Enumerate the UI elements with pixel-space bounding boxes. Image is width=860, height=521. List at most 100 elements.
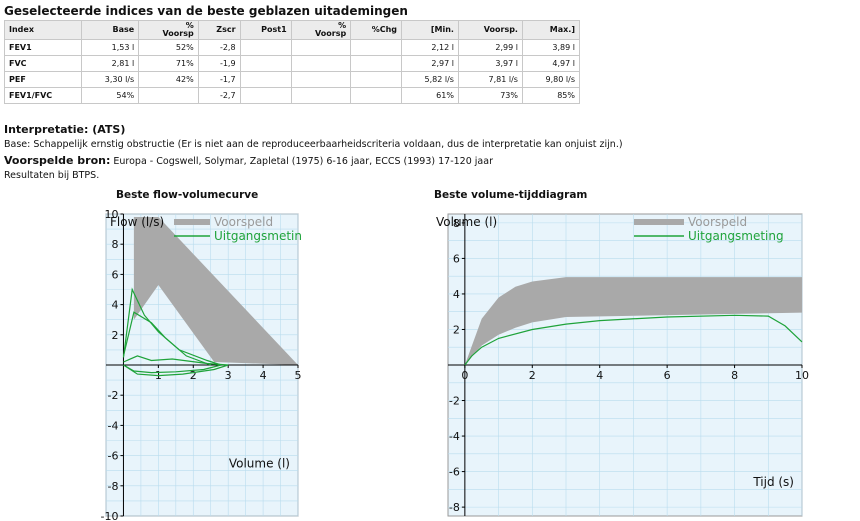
y-tick-label: 10 (104, 208, 118, 221)
table-row-index: FEV1/FVC (3, 87, 83, 104)
y-tick-label: 8 (453, 217, 460, 230)
y-tick-label: -6 (449, 466, 460, 479)
table-cell: -2,7 (197, 87, 241, 104)
table-cell: 42% (138, 71, 199, 88)
x-tick-label: 3 (225, 369, 232, 382)
table-header-cell: Voorsp. (457, 20, 523, 40)
y-tick-label: -8 (107, 480, 118, 493)
table-body: FEV1 1,53 l 52% -2,8 2,12 l 2,99 l 3,89 l FVC 2,… (3, 39, 581, 104)
table-cell: 1,53 l (81, 39, 140, 56)
table-header-cell: Post1 (239, 20, 292, 40)
table-cell: 5,82 l/s (401, 71, 459, 88)
table-cell (239, 87, 292, 104)
table-row: FEV1/FVC 54% -2,7 61% 73% 85% (3, 87, 581, 104)
y-tick-label: 4 (453, 288, 460, 301)
table-cell: 2,81 l (81, 55, 140, 72)
table-cell: 3,97 l (457, 55, 523, 72)
reference-text: Europa - Cogswell, Solymar, Zapletal (19… (113, 156, 493, 167)
predicted-band (464, 277, 802, 365)
table-cell (290, 71, 352, 88)
table-cell: 3,89 l (521, 39, 581, 56)
table-row-index: PEF (3, 71, 83, 88)
table-cell (290, 55, 352, 72)
reference-line: Voorspelde bron: Europa - Cogswell, Soly… (4, 154, 493, 167)
table-cell: 2,97 l (401, 55, 459, 72)
table-cell (239, 71, 292, 88)
table-header-cell: % Voorsp (138, 20, 199, 40)
y-tick-label: -4 (449, 430, 460, 443)
x-tick-label: 2 (190, 369, 197, 382)
interpretation-heading-text: Interpretatie: (ATS) (4, 123, 126, 136)
y-tick-label: -10 (100, 510, 118, 520)
table-cell (350, 71, 402, 88)
x-axis-label: Volume (l) (229, 457, 290, 471)
legend-measured-label: Uitgangsmeting (688, 229, 784, 243)
x-tick-label: 6 (664, 369, 671, 382)
table-cell (239, 55, 292, 72)
y-tick-label: -8 (449, 501, 460, 514)
x-tick-label: 4 (596, 369, 603, 382)
table-row-index: FVC (3, 55, 83, 72)
y-tick-label: 2 (111, 329, 118, 342)
table-cell (290, 87, 352, 104)
table-cell (239, 39, 292, 56)
x-tick-label: 10 (795, 369, 809, 382)
measured-curve (464, 314, 803, 366)
y-tick-label: -2 (107, 389, 118, 402)
interpretation-text: Base: Schappelijk ernstig obstructie (Er… (4, 139, 623, 150)
x-tick-label: 4 (260, 369, 267, 382)
table-cell (350, 39, 402, 56)
table-cell: -2,8 (197, 39, 241, 56)
y-tick-label: 6 (453, 252, 460, 265)
legend-predicted-label: Voorspeld (688, 215, 747, 229)
x-axis-label: Tijd (s) (752, 475, 794, 489)
y-tick-label: 2 (453, 323, 460, 336)
table-header-row: Index Base% Voorsp Zscr Post1% Voorsp %Chg [M… (3, 20, 581, 40)
interpretation-heading: Interpretatie: (ATS) (4, 123, 125, 136)
y-axis-label: Flow (l/s) (110, 215, 164, 229)
predicted-band (133, 217, 298, 365)
table-header-cell: Max.] (521, 20, 581, 40)
btps-note: Resultaten bij BTPS. (4, 170, 100, 181)
table-cell: 73% (457, 87, 523, 104)
table-cell: 71% (138, 55, 199, 72)
table-row: FEV1 1,53 l 52% -2,8 2,12 l 2,99 l 3,89 l (3, 39, 581, 56)
volume-time-title: Beste volume-tijddiagram (434, 189, 588, 201)
table-header-cell: [Min. (401, 20, 459, 40)
table-row-index: FEV1 (3, 39, 83, 56)
table-cell: 2,12 l (401, 39, 459, 56)
table-cell: 85% (521, 87, 581, 104)
table-header-cell: %Chg (350, 20, 402, 40)
y-tick-label: 4 (111, 299, 118, 312)
legend-predicted-label: Voorspeld (214, 215, 273, 229)
measured-curve (123, 355, 229, 366)
legend-measured-label: Uitgangsmeting (214, 229, 302, 243)
table-cell: 4,97 l (521, 55, 581, 72)
measured-curve (122, 311, 211, 366)
table-cell: -1,9 (197, 55, 241, 72)
table-header-cell: Index (3, 20, 83, 40)
volume-time-chart: -8 -6 -4 -2 2 4 6 8 0 2 4 6 8 10 Volume (l) Tijd (s) Voo… (436, 213, 809, 517)
table-row: PEF 3,30 l/s 42% -1,7 5,82 l/s 7,81 l/s 9,80 l… (3, 71, 581, 88)
table-cell: 3,30 l/s (81, 71, 140, 88)
table-cell (138, 87, 199, 104)
table-cell: -1,7 (197, 71, 241, 88)
x-tick-label: 8 (731, 369, 738, 382)
table-cell: 9,80 l/s (521, 71, 581, 88)
measured-curve (122, 287, 222, 366)
y-tick-label: -6 (107, 450, 118, 463)
table-cell: 52% (138, 39, 199, 56)
table-cell (290, 39, 352, 56)
y-tick-label: -4 (107, 419, 118, 432)
x-tick-label: 2 (529, 369, 536, 382)
y-tick-label: 6 (111, 268, 118, 281)
measured-curve (123, 364, 229, 377)
x-tick-label: 5 (295, 369, 302, 382)
table-cell: 61% (401, 87, 459, 104)
table-row: FVC 2,81 l 71% -1,9 2,97 l 3,97 l 4,97 l (3, 55, 581, 72)
y-tick-label: -2 (449, 395, 460, 408)
table-cell (350, 87, 402, 104)
results-table: Index Base% Voorsp Zscr Post1% Voorsp %Chg [M… (3, 20, 581, 104)
table-header-cell: Zscr (197, 20, 241, 40)
table-cell: 2,99 l (457, 39, 523, 56)
